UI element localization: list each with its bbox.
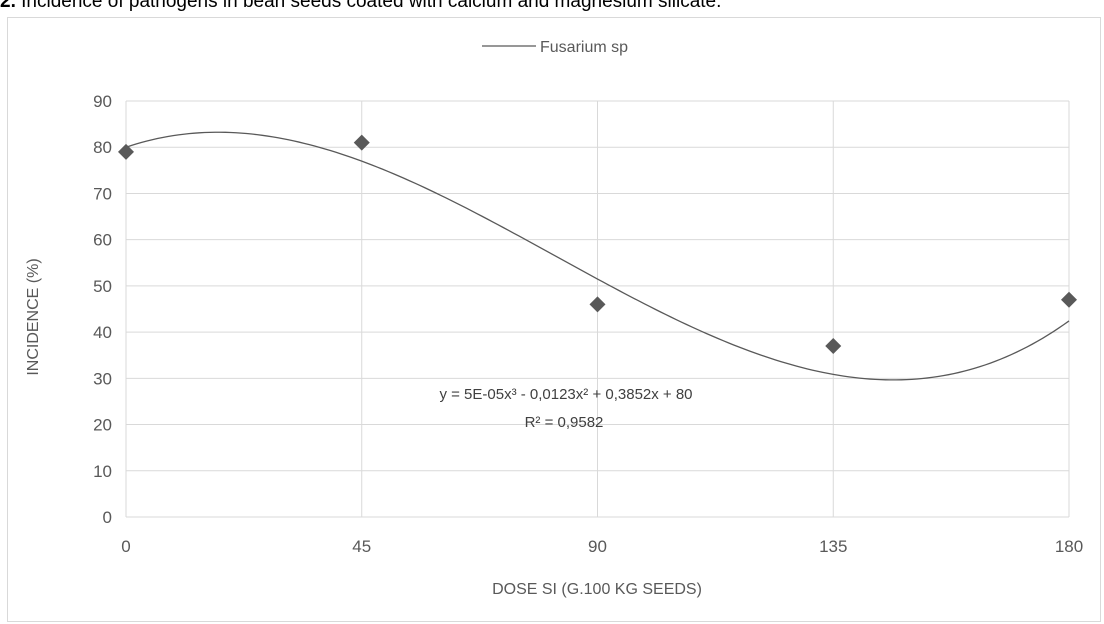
- gridlines: [125, 100, 1070, 518]
- x-tick-label: 90: [588, 537, 607, 556]
- x-tick-label: 135: [819, 537, 847, 556]
- y-tick-label: 90: [93, 92, 112, 111]
- data-points: [118, 134, 1077, 354]
- y-tick-label: 10: [93, 462, 112, 481]
- data-point: [825, 337, 842, 354]
- figure-caption-text: Incidence of pathogens in bean seeds coa…: [15, 0, 722, 12]
- y-tick-label: 0: [103, 508, 112, 527]
- x-axis-title: DOSE SI (G.100 KG SEEDS): [492, 581, 702, 598]
- y-tick-label: 20: [93, 416, 112, 435]
- r-squared-label: R² = 0,9582: [525, 414, 604, 431]
- trendline-equation: y = 5E-05x³ - 0,0123x² + 0,3852x + 80: [439, 386, 692, 403]
- data-point: [589, 296, 606, 313]
- trendline: [125, 131, 1070, 381]
- x-tick-label: 45: [352, 537, 371, 556]
- y-axis-title: INCIDENCE (%): [25, 258, 42, 375]
- x-tick-label: 180: [1055, 537, 1083, 556]
- data-point: [353, 134, 370, 151]
- figure-number: 2.: [0, 0, 16, 12]
- x-tick-label: 0: [121, 537, 130, 556]
- figure-caption: 2. Incidence of pathogens in bean seeds …: [0, 0, 1104, 13]
- chart-area: [7, 17, 1101, 622]
- y-tick-label: 70: [93, 184, 112, 203]
- y-tick-labels: 0 10 20 30 40 50 60 70 80 90: [93, 92, 112, 527]
- legend-label: Fusarium sp: [540, 39, 628, 56]
- legend: Fusarium sp: [482, 39, 628, 56]
- x-tick-labels: 0 45 90 135 180: [121, 537, 1083, 556]
- data-point: [118, 143, 134, 160]
- y-tick-label: 80: [93, 138, 112, 157]
- y-tick-label: 30: [93, 369, 112, 388]
- y-tick-label: 60: [93, 231, 112, 250]
- data-point: [1061, 291, 1077, 308]
- y-tick-label: 50: [93, 277, 112, 296]
- y-tick-label: 40: [93, 323, 112, 342]
